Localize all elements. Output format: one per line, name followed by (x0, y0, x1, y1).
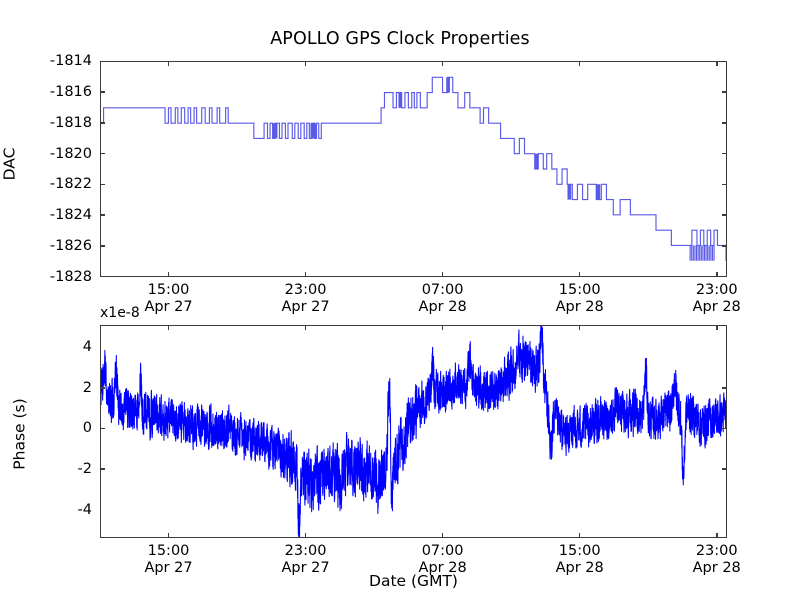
phase-xtick-mark (304, 325, 307, 330)
dac-ytick-mark (100, 152, 105, 155)
dac-xtick-mark (578, 61, 581, 66)
phase-ytick-label: -2 (77, 461, 92, 478)
dac-xtick-label: 23:00 Apr 27 (281, 282, 329, 316)
dac-xtick-date: Apr 27 (281, 299, 330, 315)
phase-xtick-date: Apr 28 (555, 560, 604, 576)
dac-xtick-date: Apr 27 (144, 299, 193, 315)
dac-xtick-mark (304, 272, 307, 277)
phase-ytick-label: 4 (82, 339, 92, 356)
figure-title: APOLLO GPS Clock Properties (270, 29, 530, 49)
phase-ytick-mark (100, 427, 105, 430)
dac-line-plot (101, 62, 726, 276)
phase-ytick-mark (722, 387, 727, 389)
dac-xtick-label: 15:00 Apr 27 (144, 282, 192, 316)
dac-ytick-mark (722, 245, 727, 247)
phase-xtick-mark (441, 533, 444, 538)
phase-ytick-label: -4 (77, 501, 92, 518)
dac-xtick-time: 07:00 (421, 282, 464, 298)
dac-ytick-label: -1822 (49, 176, 92, 193)
phase-xtick-label: 23:00 Apr 28 (693, 543, 741, 577)
dac-xtick-time: 15:00 (558, 282, 601, 298)
phase-xtick-date: Apr 27 (281, 560, 330, 576)
phase-ytick-mark (100, 468, 105, 470)
dac-xtick-label: 23:00 Apr 28 (693, 282, 741, 316)
phase-xtick-mark (441, 325, 444, 330)
phase-x-axis-label: Date (GMT) (369, 572, 458, 590)
phase-y-axis-label: Phase (s) (10, 398, 29, 470)
dac-ytick-label: -1818 (49, 114, 92, 131)
dac-ytick-mark (722, 183, 727, 186)
phase-xtick-mark (715, 533, 718, 538)
dac-ytick-mark (722, 91, 727, 93)
dac-xtick-label: 07:00 Apr 28 (419, 282, 467, 316)
phase-ytick-label: 0 (82, 420, 92, 437)
dac-ytick-label: -1820 (49, 145, 92, 162)
phase-axes (100, 325, 727, 538)
dac-xtick-date: Apr 28 (692, 299, 741, 315)
phase-ytick-label: 2 (82, 379, 92, 396)
dac-ytick-mark (722, 121, 727, 124)
dac-ytick-label: -1826 (49, 238, 92, 255)
dac-ytick-label: -1824 (49, 207, 92, 224)
dac-xtick-mark (715, 272, 718, 277)
dac-ytick-mark (722, 214, 727, 217)
dac-y-axis-label: DAC (0, 147, 19, 181)
dac-ytick-mark (100, 91, 105, 93)
phase-xtick-time: 15:00 (147, 543, 190, 559)
dac-xtick-mark (167, 61, 170, 66)
phase-xtick-mark (304, 533, 307, 538)
dac-ytick-label: -1816 (49, 83, 92, 100)
dac-xtick-mark (304, 61, 307, 66)
phase-xtick-time: 23:00 (284, 543, 327, 559)
dac-xtick-time: 23:00 (284, 282, 327, 298)
phase-xtick-date: Apr 27 (144, 560, 193, 576)
dac-xtick-mark (167, 272, 170, 277)
phase-ytick-mark (722, 468, 727, 470)
phase-xtick-mark (578, 533, 581, 538)
phase-xtick-label: 23:00 Apr 27 (281, 543, 329, 577)
dac-ytick-mark (100, 214, 105, 217)
phase-line-plot (101, 326, 726, 537)
dac-xtick-date: Apr 28 (555, 299, 604, 315)
phase-xtick-mark (167, 533, 170, 538)
phase-xtick-date: Apr 28 (418, 560, 467, 576)
phase-xtick-date: Apr 28 (692, 560, 741, 576)
dac-ytick-mark (100, 183, 105, 186)
phase-exponent-label: x1e-8 (100, 305, 140, 321)
phase-xtick-label: 07:00 Apr 28 (419, 543, 467, 577)
phase-ytick-mark (722, 427, 727, 430)
phase-xtick-label: 15:00 Apr 28 (556, 543, 604, 577)
dac-xtick-mark (578, 272, 581, 277)
dac-xtick-time: 15:00 (147, 282, 190, 298)
phase-xtick-time: 15:00 (558, 543, 601, 559)
phase-xtick-mark (578, 325, 581, 330)
dac-ytick-label: -1814 (49, 53, 92, 69)
phase-xtick-mark (167, 325, 170, 330)
dac-ytick-label: -1828 (49, 269, 92, 285)
dac-axes (100, 61, 727, 277)
dac-ytick-mark (100, 245, 105, 247)
phase-xtick-mark (715, 325, 718, 330)
dac-xtick-mark (441, 61, 444, 66)
phase-xtick-time: 07:00 (421, 543, 464, 559)
dac-xtick-mark (441, 272, 444, 277)
dac-ytick-mark (722, 152, 727, 155)
dac-ytick-mark (100, 121, 105, 124)
phase-xtick-label: 15:00 Apr 27 (144, 543, 192, 577)
dac-xtick-time: 23:00 (695, 282, 738, 298)
phase-xtick-time: 23:00 (695, 543, 738, 559)
phase-ytick-mark (100, 387, 105, 389)
dac-xtick-label: 15:00 Apr 28 (556, 282, 604, 316)
dac-xtick-date: Apr 28 (418, 299, 467, 315)
dac-xtick-mark (715, 61, 718, 66)
